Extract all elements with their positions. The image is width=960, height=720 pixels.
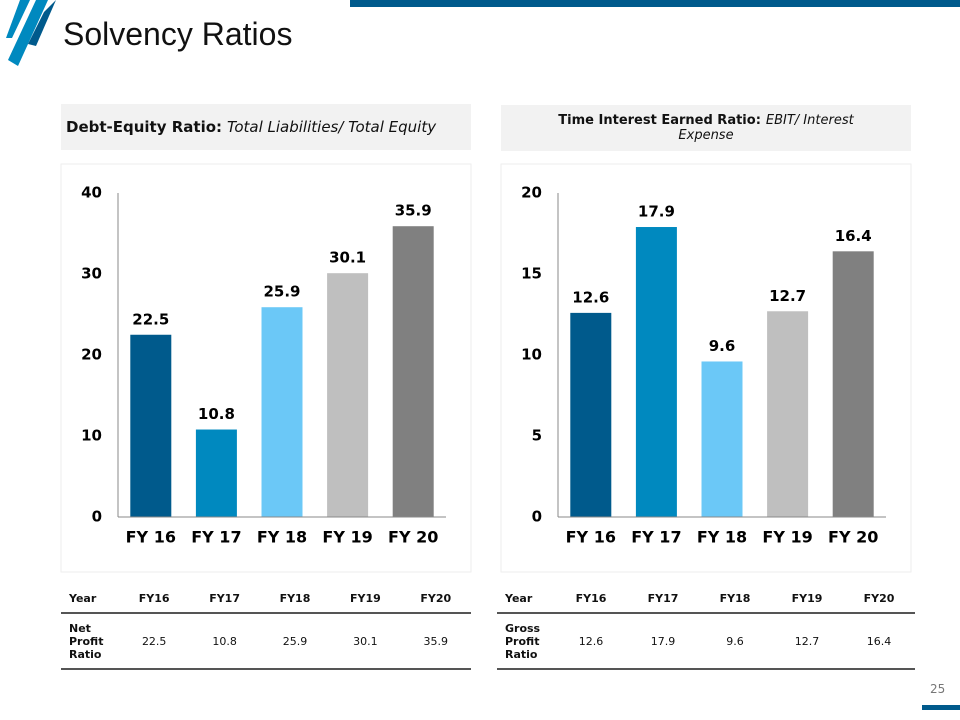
table-cell: 9.6 — [699, 613, 771, 670]
heading-label: Time Interest Earned Ratio: — [558, 113, 761, 128]
value-label: 30.1 — [329, 249, 366, 267]
y-tick-label: 10 — [521, 346, 542, 364]
table-cell: 12.6 — [555, 613, 627, 670]
x-tick-label: FY 18 — [257, 528, 307, 547]
top-band — [350, 0, 960, 7]
slide-title: Solvency Ratios — [63, 16, 293, 52]
y-tick-label: 20 — [81, 346, 102, 364]
header-cell: FY18 — [259, 584, 331, 614]
y-tick-label: 0 — [92, 508, 102, 526]
heading-formula: EBIT/ Interest Expense — [678, 113, 854, 143]
x-tick-label: FY 17 — [631, 528, 681, 547]
table-cell: 30.1 — [330, 613, 401, 670]
bar — [261, 307, 303, 517]
table-row: Net Profit Ratio 22.5 10.8 25.9 30.1 35.9 — [61, 613, 471, 670]
table-cell: 25.9 — [259, 613, 331, 670]
x-tick-label: FY 19 — [762, 528, 812, 547]
x-tick-label: FY 18 — [697, 528, 747, 547]
table-cell: Net Profit Ratio — [61, 613, 119, 670]
page-number: 25 — [930, 682, 946, 696]
table-cell: 22.5 — [119, 613, 190, 670]
chart-panel — [500, 163, 912, 573]
y-tick-label: 10 — [81, 427, 102, 445]
decor-stripe — [6, 0, 30, 38]
bar — [195, 429, 237, 517]
table-header-row: Year FY16 FY17 FY18 FY19 FY20 — [61, 584, 471, 614]
x-tick-label: FY 20 — [828, 528, 878, 547]
y-tick-label: 0 — [532, 508, 542, 526]
value-label: 9.6 — [709, 337, 736, 355]
value-label: 12.6 — [572, 288, 609, 306]
data-table: Year FY16 FY17 FY18 FY19 FY20 Net Profit Ratio… — [61, 584, 471, 670]
header-cell: FY20 — [400, 584, 471, 614]
data-table: Year FY16 FY17 FY18 FY19 FY20 Gross Profit Rat… — [497, 584, 915, 670]
header-cell: FY19 — [771, 584, 843, 614]
chart-heading: Debt-Equity Ratio: Total Liabilities/ Tot… — [61, 104, 471, 150]
bar — [635, 227, 677, 517]
y-tick-label: 15 — [521, 265, 542, 283]
value-label: 10.8 — [198, 405, 235, 423]
table-cell: 16.4 — [843, 613, 915, 670]
heading-label: Debt-Equity Ratio: — [66, 118, 223, 136]
x-tick-label: FY 19 — [322, 528, 372, 547]
value-label: 25.9 — [263, 283, 300, 301]
bar — [392, 226, 434, 517]
y-tick-label: 5 — [532, 427, 542, 445]
x-tick-label: FY 20 — [388, 528, 438, 547]
table-cell: 17.9 — [627, 613, 699, 670]
y-tick-label: 40 — [81, 184, 102, 202]
footer-bar — [922, 705, 960, 710]
value-label: 35.9 — [395, 202, 432, 220]
table-cell: 10.8 — [189, 613, 260, 670]
value-label: 16.4 — [835, 227, 872, 245]
y-tick-label: 30 — [81, 265, 102, 283]
heading-formula: Total Liabilities/ Total Equity — [227, 118, 437, 136]
x-tick-label: FY 17 — [191, 528, 241, 547]
value-label: 17.9 — [638, 203, 675, 221]
header-cell: Year — [497, 584, 555, 614]
bar — [570, 312, 612, 517]
chart-panel — [60, 163, 472, 573]
header-cell: FY16 — [119, 584, 190, 614]
x-tick-label: FY 16 — [566, 528, 616, 547]
table-cell: 12.7 — [771, 613, 843, 670]
bar — [832, 251, 874, 517]
header-cell: Year — [61, 584, 119, 614]
header-cell: FY16 — [555, 584, 627, 614]
table-cell: Gross Profit Ratio — [497, 613, 555, 670]
chart-heading: Time Interest Earned Ratio: EBIT/ Interes… — [501, 105, 911, 151]
x-tick-label: FY 16 — [126, 528, 176, 547]
table-cell: 35.9 — [400, 613, 471, 670]
table-header-row: Year FY16 FY17 FY18 FY19 FY20 — [497, 584, 915, 614]
header-cell: FY17 — [189, 584, 260, 614]
decor-stripe — [28, 0, 56, 46]
table-row: Gross Profit Ratio 12.6 17.9 9.6 12.7 16.4 — [497, 613, 915, 670]
bar — [701, 361, 743, 517]
decor-stripe — [8, 0, 48, 66]
header-cell: FY17 — [627, 584, 699, 614]
bar — [767, 311, 809, 517]
bar — [130, 334, 172, 517]
y-tick-label: 20 — [521, 184, 542, 202]
heading-text: Time Interest Earned Ratio: EBIT/ Interes… — [531, 113, 881, 143]
bar — [327, 273, 369, 517]
header-cell: FY20 — [843, 584, 915, 614]
header-cell: FY18 — [699, 584, 771, 614]
header-cell: FY19 — [330, 584, 401, 614]
value-label: 22.5 — [132, 310, 169, 328]
value-label: 12.7 — [769, 287, 806, 305]
